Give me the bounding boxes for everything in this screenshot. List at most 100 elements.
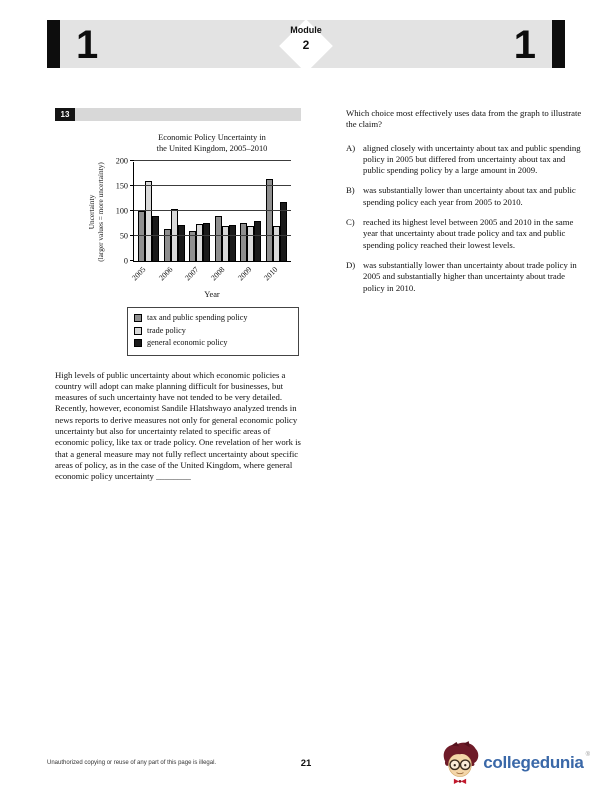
bar-tax-2007 <box>189 230 197 261</box>
module-number: 2 <box>302 38 310 52</box>
bar-tax-2006 <box>163 228 171 261</box>
bar-group-2007 <box>189 222 211 261</box>
header-gray-bar: 1 Module 2 1 <box>60 19 552 73</box>
y-tickmark-200 <box>130 160 134 161</box>
legend-label-general: general economic policy <box>147 338 228 347</box>
chart-body: Uncertainty (larger values = more uncert… <box>55 157 301 266</box>
option-d-text: was substantially lower than uncertainty… <box>363 259 577 293</box>
bar-group-2008 <box>214 216 236 261</box>
option-c: C) reached its highest level between 200… <box>346 217 582 251</box>
right-column: Which choice most effectively uses data … <box>346 108 582 482</box>
passage-text: High levels of public uncertainty about … <box>55 369 301 482</box>
registered-mark: ® <box>585 752 590 758</box>
x-tick-label-2009: 2009 <box>235 264 253 283</box>
header-right-black-bar <box>552 20 565 68</box>
option-b-letter: B) <box>346 185 355 196</box>
y-tickmark-100 <box>130 210 134 211</box>
bar-general-2005 <box>152 216 160 261</box>
y-tick-label-50: 50 <box>119 231 128 241</box>
bar-trade-2005 <box>145 181 153 261</box>
y-tickmark-0 <box>130 260 134 261</box>
gridline-50 <box>134 235 291 236</box>
y-tick-label-0: 0 <box>123 256 128 266</box>
legend-item-trade: trade policy <box>134 325 292 338</box>
y-tickmark-50 <box>130 235 134 236</box>
page-content: 13 Economic Policy Uncertainty in the Un… <box>55 108 582 482</box>
question-stem: Which choice most effectively uses data … <box>346 108 582 130</box>
bars-container <box>134 162 291 261</box>
bar-group-2010 <box>265 178 287 261</box>
legend-label-tax: tax and public spending policy <box>147 313 248 322</box>
collegedunia-wordmark: collegedunia <box>483 753 584 772</box>
x-tick-label-2007: 2007 <box>182 264 201 283</box>
bar-trade-2010 <box>272 225 280 261</box>
bar-trade-2008 <box>221 225 229 261</box>
page-number: 21 <box>300 758 312 769</box>
option-b: B) was substantially lower than uncertai… <box>346 185 582 208</box>
bar-chart: Economic Policy Uncertainty in the Unite… <box>55 133 301 356</box>
x-tick-label-2010: 2010 <box>261 264 280 283</box>
bar-trade-2007 <box>196 223 204 261</box>
question-number: 13 <box>55 108 75 121</box>
bar-tax-2005 <box>138 211 146 261</box>
option-c-text: reached its highest level between 2005 a… <box>363 217 574 250</box>
bar-general-2007 <box>203 222 211 261</box>
bar-general-2008 <box>228 224 236 261</box>
legend-swatch-trade <box>134 326 142 335</box>
copyright-notice: Unauthorized copying or reuse of any par… <box>47 760 217 766</box>
module-header: 1 Module 2 1 <box>47 19 565 73</box>
header-left-black-bar <box>47 20 60 68</box>
option-d-letter: D) <box>346 259 356 270</box>
bar-group-2009 <box>240 220 262 261</box>
bar-tax-2009 <box>240 222 248 261</box>
option-c-letter: C) <box>346 217 355 228</box>
y-tick-label-150: 150 <box>115 181 128 191</box>
bar-tax-2008 <box>214 216 222 261</box>
x-tick-label-2006: 2006 <box>156 264 174 283</box>
bar-group-2005 <box>138 181 160 261</box>
y-tick-label-100: 100 <box>115 206 128 216</box>
x-axis-label: Year <box>204 290 220 299</box>
x-tick-labels: 2005 2006 2007 2008 2009 2010 <box>130 262 291 286</box>
bar-trade-2006 <box>170 208 178 261</box>
left-column: 13 Economic Policy Uncertainty in the Un… <box>55 108 301 482</box>
y-tickmark-150 <box>130 185 134 186</box>
gridline-150 <box>134 185 291 186</box>
legend-item-general: general economic policy <box>134 337 292 350</box>
option-a-letter: A) <box>346 142 356 153</box>
y-axis-title-line2: (larger values = more uncertainty) <box>96 162 105 262</box>
bar-group-2006 <box>163 208 185 261</box>
bar-tax-2010 <box>265 178 273 261</box>
legend-label-trade: trade policy <box>147 325 186 335</box>
option-b-text: was substantially lower than uncertainty… <box>363 185 576 207</box>
y-tick-label-200: 200 <box>115 156 128 166</box>
option-a-text: aligned closely with uncertainty about t… <box>363 142 581 176</box>
collegedunia-mascot-icon <box>443 741 479 784</box>
bar-general-2010 <box>279 202 287 261</box>
question-number-bar: 13 <box>55 108 301 121</box>
chart-title-line2: the United Kingdom, 2005–2010 <box>156 143 268 153</box>
section-number-left: 1 <box>76 23 99 67</box>
legend-swatch-tax <box>134 314 142 323</box>
legend-item-tax: tax and public spending policy <box>134 312 292 325</box>
bar-general-2006 <box>177 225 185 261</box>
x-tick-label-2005: 2005 <box>130 264 148 283</box>
y-axis-title-line1: Uncertainty <box>86 194 96 230</box>
option-a: A) aligned closely with uncertainty abou… <box>346 143 582 177</box>
x-tick-label-2008: 2008 <box>209 264 227 283</box>
chart-legend: tax and public spending policy trade pol… <box>127 307 299 356</box>
answer-options: A) aligned closely with uncertainty abou… <box>346 143 582 294</box>
section-number-right: 1 <box>513 23 536 67</box>
collegedunia-logo: collegedunia ® <box>439 740 590 786</box>
option-d: D) was substantially lower than uncertai… <box>346 260 582 294</box>
chart-title: Economic Policy Uncertainty in the Unite… <box>133 133 291 154</box>
legend-swatch-general <box>134 339 142 348</box>
plot-area: 0 50 100 150 200 <box>116 157 291 266</box>
gridline-200 <box>134 160 291 161</box>
module-label: Module <box>290 25 322 35</box>
bar-general-2009 <box>254 220 262 261</box>
bar-trade-2009 <box>247 226 255 261</box>
gridline-100 <box>134 210 291 211</box>
chart-title-line1: Economic Policy Uncertainty in <box>158 133 266 142</box>
